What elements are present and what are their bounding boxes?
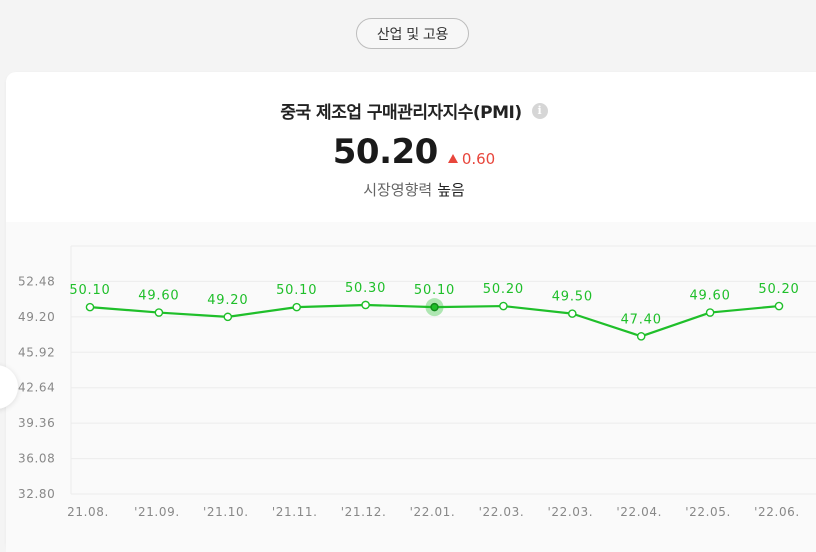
chart-area: 52.48 49.20 45.92 42.64 39.36 36.08 32.80 21.08… <box>6 222 816 552</box>
indicator-card: 중국 제조업 구매관리자지수(PMI) i 50.20 0.60 시장영향력 높… <box>6 72 816 552</box>
data-point <box>223 312 233 322</box>
data-point <box>85 302 95 312</box>
data-point <box>774 301 784 311</box>
change-value: 0.60 <box>461 149 496 168</box>
y-tick-label: 36.08 <box>18 452 55 466</box>
data-point <box>361 300 370 310</box>
y-tick-label: 45.92 <box>18 345 55 359</box>
x-tick-label: '21.11. <box>272 505 318 519</box>
data-label: 49.60 <box>689 289 730 304</box>
data-point <box>568 309 577 318</box>
y-tick-label: 49.20 <box>18 310 55 324</box>
y-tick-label: 32.80 <box>18 487 55 501</box>
impact-label: 시장영향력 <box>363 181 433 199</box>
y-tick-label: 42.64 <box>18 381 55 395</box>
up-triangle-icon <box>447 154 458 163</box>
data-label: 50.10 <box>414 283 455 298</box>
data-point <box>292 302 302 312</box>
category-pill[interactable]: 산업 및 고용 <box>356 18 469 49</box>
scroll-left-handle[interactable] <box>0 365 18 409</box>
data-point <box>705 308 715 317</box>
x-tick-label: '21.12. <box>341 505 387 519</box>
data-label: 50.10 <box>276 283 317 298</box>
x-tick-label: '21.09. <box>134 505 180 519</box>
data-label: 49.60 <box>138 289 179 304</box>
impact-row: 시장영향력 높음 <box>6 179 816 200</box>
indicator-title: 중국 제조업 구매관리자지수(PMI) <box>280 103 522 123</box>
y-tick-label: 52.48 <box>18 274 55 288</box>
x-tick-label: '22.06. <box>754 505 800 519</box>
data-point <box>430 302 439 312</box>
x-tick-label: 21.08. <box>67 505 109 519</box>
y-tick-label: 39.36 <box>18 416 55 430</box>
data-point <box>154 308 164 317</box>
pmi-line-chart[interactable]: 52.48 49.20 45.92 42.64 39.36 36.08 32.80 21.08… <box>6 222 816 552</box>
data-point <box>636 331 646 341</box>
card-header: 중국 제조업 구매관리자지수(PMI) i 50.20 0.60 시장영향력 높… <box>6 72 816 223</box>
data-label: 50.10 <box>69 283 110 298</box>
impact-value: 높음 <box>437 181 465 199</box>
data-label: 50.30 <box>345 281 386 296</box>
value-row: 50.20 0.60 <box>6 132 816 172</box>
x-tick-label: '22.03. <box>547 505 593 519</box>
data-point <box>499 301 508 311</box>
data-label: 47.40 <box>621 312 662 327</box>
change-indicator: 0.60 <box>447 149 496 168</box>
x-tick-label: '21.10. <box>203 505 249 519</box>
data-label: 49.50 <box>552 290 593 305</box>
x-tick-label: '22.04. <box>616 505 662 519</box>
x-tick-label: '22.05. <box>685 505 731 519</box>
current-value: 50.20 <box>332 132 439 172</box>
title-row: 중국 제조업 구매관리자지수(PMI) i <box>6 98 816 123</box>
data-label: 49.20 <box>207 293 248 308</box>
x-tick-label: '22.03. <box>479 505 525 519</box>
data-label: 50.20 <box>483 282 524 297</box>
data-label: 50.20 <box>758 282 799 297</box>
info-icon[interactable]: i <box>531 102 548 119</box>
x-tick-label: '22.01. <box>410 505 456 519</box>
